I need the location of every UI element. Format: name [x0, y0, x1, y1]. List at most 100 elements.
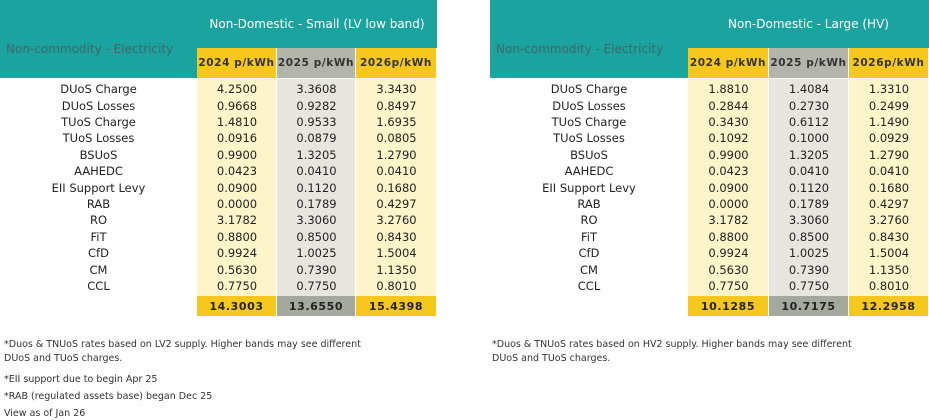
footnote: *Duos & TNUoS rates based on HV2 supply.… [492, 339, 852, 364]
row-label: TUoS Losses [553, 131, 625, 146]
cell-value: 0.8010 [376, 278, 417, 293]
row-label: RAB [86, 196, 111, 211]
cell-value: 0.2730 [788, 98, 830, 113]
cell-value: 0.6112 [788, 114, 830, 129]
cell-value: 0.7750 [296, 278, 337, 293]
cell-value: 0.8430 [868, 229, 910, 244]
cell-value: 0.9533 [296, 114, 337, 129]
cell-value: 0.1000 [788, 131, 830, 146]
cell-value: 0.0410 [788, 164, 830, 179]
row-label: FiT [90, 229, 107, 244]
cell-value: 0.1092 [708, 131, 749, 146]
cell-value: 0.1120 [788, 180, 830, 195]
cell-value: 1.4084 [788, 82, 830, 97]
row-label: EII Support Levy [542, 180, 636, 195]
column-header: 2025 p/kWh [769, 48, 849, 78]
row-label: AAHEDC [564, 164, 614, 179]
column-header: 2026p/kWh [356, 48, 437, 78]
cell-value: 0.0410 [376, 164, 417, 179]
row-label: CM [89, 262, 108, 277]
cell-value: 3.2760 [376, 213, 417, 228]
column-body [769, 78, 849, 296]
cell-value: 0.5630 [708, 262, 749, 277]
header-band [490, 0, 929, 48]
total-cell: 14.3003 [197, 296, 277, 316]
cell-value: 3.2760 [868, 213, 910, 228]
cell-value: 0.7750 [708, 278, 749, 293]
row-label: BSUoS [570, 147, 608, 162]
cell-value: 0.0805 [376, 131, 417, 146]
cell-value: 1.5004 [376, 246, 417, 261]
cell-value: 1.5004 [868, 246, 910, 261]
cell-value: 0.2844 [708, 98, 749, 113]
cell-value: 0.0900 [216, 180, 258, 195]
row-label: TUoS Losses [62, 131, 135, 146]
cell-value: 0.8430 [376, 229, 417, 244]
cell-value: 1.4810 [216, 114, 258, 129]
cell-value: 1.3205 [788, 147, 830, 162]
total-cell: 15.4398 [356, 296, 437, 316]
cell-value: 0.4297 [376, 196, 417, 211]
row-label: RAB [577, 196, 601, 211]
corner-cell [0, 48, 197, 78]
cell-value: 0.0000 [708, 196, 749, 211]
cell-value: 0.1120 [296, 180, 337, 195]
cell-value: 1.2790 [868, 147, 910, 162]
cell-value: 1.3310 [868, 82, 910, 97]
row-label: TUoS Charge [61, 114, 136, 129]
cell-value: 1.1490 [868, 114, 910, 129]
table-title: Non-Domestic - Small (LV low band) [209, 17, 425, 31]
column-body [688, 78, 769, 296]
cell-value: 0.7750 [216, 278, 258, 293]
column-header: 2024 p/kWh [197, 48, 277, 78]
row-label: CM [580, 262, 598, 277]
cell-value: 0.7750 [788, 278, 830, 293]
row-label: AAHEDC [74, 164, 123, 179]
row-label: RO [89, 213, 108, 228]
cell-value: 0.1789 [788, 196, 830, 211]
total-cell: 10.1285 [688, 296, 769, 316]
corner-label: Non-commodity - Electricity [6, 42, 174, 56]
column-body [197, 78, 277, 296]
cell-value: 0.8500 [788, 229, 830, 244]
cell-value: 3.3060 [296, 213, 337, 228]
cell-value: 0.5630 [216, 262, 258, 277]
cell-value: 0.0423 [216, 164, 258, 179]
cell-value: 0.8497 [376, 98, 417, 113]
cell-value: 0.4297 [868, 196, 910, 211]
cell-value: 3.1782 [708, 213, 749, 228]
cell-value: 0.9282 [296, 98, 337, 113]
cell-value: 0.0423 [708, 164, 749, 179]
column-header: 2024 p/kWh [688, 48, 769, 78]
header-underline [490, 78, 929, 79]
header-underline [0, 78, 437, 79]
corner-label: Non-commodity - Electricity [496, 42, 664, 56]
row-label: FiT [581, 229, 597, 244]
cell-value: 3.1782 [216, 213, 258, 228]
cell-value: 0.0929 [868, 131, 910, 146]
column-header: 2025 p/kWh [277, 48, 356, 78]
cell-value: 0.7390 [296, 262, 337, 277]
cell-value: 0.0900 [708, 180, 749, 195]
cell-value: 0.2499 [868, 98, 910, 113]
footnote: *RAB (regulated assets base) began Dec 2… [4, 391, 213, 402]
cell-value: 0.1680 [868, 180, 910, 195]
row-label: CfD [88, 246, 109, 261]
cell-value: 1.0025 [296, 246, 337, 261]
row-label: RO [580, 213, 598, 228]
cell-value: 1.8810 [708, 82, 749, 97]
row-label: CfD [578, 246, 600, 261]
cell-value: 0.9668 [216, 98, 258, 113]
cell-value: 0.9900 [708, 147, 749, 162]
cell-value: 0.8800 [216, 229, 258, 244]
cell-value: 0.7390 [788, 262, 830, 277]
total-cell: 10.7175 [769, 296, 849, 316]
row-label: CCL [577, 278, 601, 293]
cell-value: 0.3430 [708, 114, 749, 129]
row-label: DUoS Charge [550, 82, 628, 97]
row-label: DUoS Losses [61, 98, 136, 113]
cell-value: 0.8010 [868, 278, 910, 293]
cell-value: 1.3205 [296, 147, 337, 162]
total-cell: 12.2958 [849, 296, 929, 316]
